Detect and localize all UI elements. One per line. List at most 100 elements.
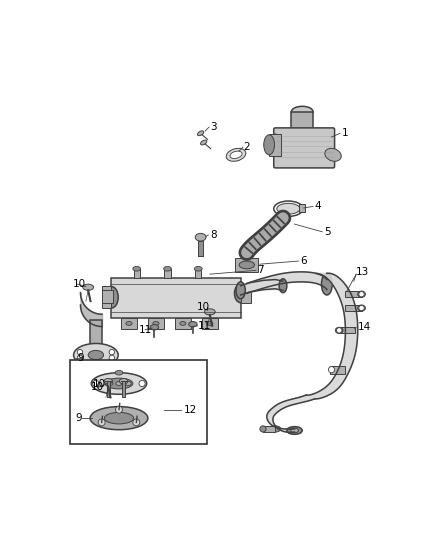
Text: 2: 2 xyxy=(244,142,251,152)
Ellipse shape xyxy=(336,327,343,334)
Circle shape xyxy=(336,328,342,333)
Ellipse shape xyxy=(105,378,133,389)
Circle shape xyxy=(359,305,364,311)
Ellipse shape xyxy=(358,291,365,297)
Ellipse shape xyxy=(291,106,313,117)
Ellipse shape xyxy=(74,343,118,367)
Bar xyxy=(339,327,355,334)
Ellipse shape xyxy=(195,233,206,241)
Ellipse shape xyxy=(321,273,332,295)
Ellipse shape xyxy=(104,378,113,384)
Circle shape xyxy=(133,419,140,426)
Polygon shape xyxy=(306,273,358,399)
Text: 10: 10 xyxy=(91,382,104,392)
Bar xyxy=(345,291,361,297)
Text: 7: 7 xyxy=(258,265,264,276)
Text: 11: 11 xyxy=(198,321,212,331)
Text: 11: 11 xyxy=(139,325,152,335)
Ellipse shape xyxy=(325,148,341,161)
Bar xyxy=(240,284,251,303)
Ellipse shape xyxy=(83,284,94,290)
Ellipse shape xyxy=(180,321,186,325)
Ellipse shape xyxy=(91,373,147,394)
Text: 9: 9 xyxy=(78,353,84,363)
Ellipse shape xyxy=(291,130,313,140)
Ellipse shape xyxy=(133,266,141,271)
Bar xyxy=(148,318,164,329)
Ellipse shape xyxy=(198,131,204,136)
Circle shape xyxy=(359,292,364,297)
Ellipse shape xyxy=(207,321,213,325)
Ellipse shape xyxy=(115,370,123,375)
Text: 6: 6 xyxy=(301,256,307,266)
Text: 1: 1 xyxy=(342,128,349,138)
Ellipse shape xyxy=(189,321,197,327)
Ellipse shape xyxy=(239,261,254,269)
Ellipse shape xyxy=(234,284,247,303)
Ellipse shape xyxy=(270,426,281,432)
Ellipse shape xyxy=(103,381,113,386)
Ellipse shape xyxy=(291,428,298,433)
Bar xyxy=(134,269,140,278)
Ellipse shape xyxy=(236,282,245,299)
Ellipse shape xyxy=(104,287,118,308)
Ellipse shape xyxy=(120,378,128,384)
Ellipse shape xyxy=(230,151,242,158)
Bar xyxy=(111,278,240,318)
Bar xyxy=(195,269,201,278)
Text: 5: 5 xyxy=(324,227,330,237)
Text: 13: 13 xyxy=(356,267,369,277)
FancyBboxPatch shape xyxy=(274,128,335,168)
Bar xyxy=(269,134,282,156)
Circle shape xyxy=(93,381,99,386)
Circle shape xyxy=(139,381,145,386)
Bar xyxy=(70,360,207,443)
Circle shape xyxy=(328,367,335,373)
Bar xyxy=(102,290,113,303)
Text: 3: 3 xyxy=(210,122,216,132)
Ellipse shape xyxy=(205,309,215,315)
Ellipse shape xyxy=(126,321,132,325)
Bar xyxy=(102,287,111,308)
Text: 4: 4 xyxy=(314,201,321,212)
Bar xyxy=(330,366,346,374)
Ellipse shape xyxy=(153,321,159,325)
Text: 10: 10 xyxy=(197,302,210,312)
Ellipse shape xyxy=(269,134,282,156)
Bar xyxy=(121,318,137,329)
Ellipse shape xyxy=(358,305,365,311)
Ellipse shape xyxy=(104,413,134,424)
Bar xyxy=(263,426,276,432)
Bar xyxy=(198,241,203,256)
Ellipse shape xyxy=(150,325,159,330)
Ellipse shape xyxy=(125,382,131,385)
Text: 12: 12 xyxy=(184,406,197,415)
Ellipse shape xyxy=(264,135,275,155)
Ellipse shape xyxy=(279,279,287,293)
Ellipse shape xyxy=(201,140,207,145)
Text: 10: 10 xyxy=(73,279,86,289)
Circle shape xyxy=(77,355,83,361)
Bar xyxy=(107,381,110,397)
Circle shape xyxy=(116,406,123,413)
Text: 14: 14 xyxy=(358,322,371,332)
Bar xyxy=(235,258,258,272)
Text: 8: 8 xyxy=(210,230,216,240)
Ellipse shape xyxy=(164,266,171,271)
Ellipse shape xyxy=(287,426,302,434)
Bar xyxy=(202,318,218,329)
Text: 9: 9 xyxy=(76,413,82,423)
Ellipse shape xyxy=(226,148,246,161)
Bar xyxy=(175,318,191,329)
Bar xyxy=(299,204,305,212)
Ellipse shape xyxy=(116,382,122,385)
Circle shape xyxy=(98,419,105,426)
Ellipse shape xyxy=(88,350,103,360)
Ellipse shape xyxy=(90,407,148,430)
Bar xyxy=(90,320,102,353)
Ellipse shape xyxy=(194,266,202,271)
Text: 10: 10 xyxy=(93,378,106,389)
Bar xyxy=(122,381,125,397)
Circle shape xyxy=(77,350,83,355)
Circle shape xyxy=(109,350,114,355)
